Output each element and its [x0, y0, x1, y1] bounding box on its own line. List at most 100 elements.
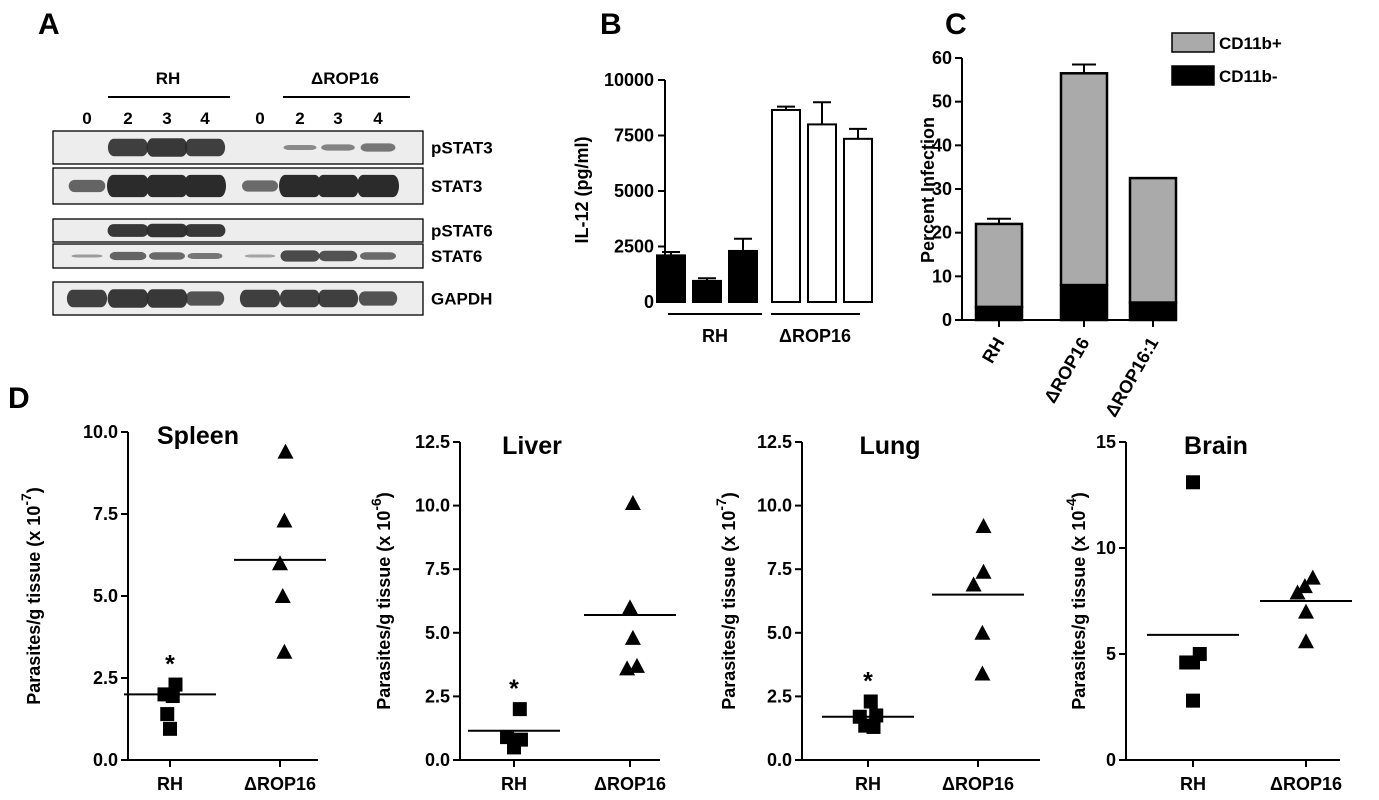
spleen-scatter-chart: 0.0 2.5 5.0 7.5 10.0 RH ΔROP16 Spleen Parasites/…	[18, 422, 326, 794]
d-y-axis-label-exponent: -7	[713, 498, 729, 511]
d-point-triangle	[628, 657, 645, 673]
d-point-triangle	[624, 495, 641, 511]
blot-band	[107, 224, 149, 237]
b-group-label-rop16: ΔROP16	[779, 326, 851, 346]
blot-group-label-rh: RH	[156, 69, 181, 88]
blot-band-label: pSTAT6	[431, 222, 493, 241]
d-y-axis-label-exponent: -4	[1063, 498, 1079, 511]
d-y-axis-label: Parasites/g tissue (x 10-7)	[713, 492, 739, 710]
blot-band	[66, 289, 108, 308]
blot-group-label-rop16: ΔROP16	[311, 69, 379, 88]
d-point-square	[507, 740, 521, 755]
d-y-axis-label-close: )	[374, 492, 394, 498]
blot-band	[239, 289, 281, 308]
blot-band	[146, 289, 188, 308]
d-y-axis-label: Parasites/g tissue (x 10-7)	[18, 487, 44, 705]
blot-band	[357, 174, 399, 198]
c-y-tick-label: 10	[932, 266, 952, 286]
d-y-axis-label-main: Parasites/g tissue (x 10	[374, 511, 394, 710]
c-y-axis-label: Percent Infection	[918, 117, 938, 263]
blot-lane-label: 2	[123, 109, 132, 128]
d-point-triangle	[974, 624, 991, 640]
c-legend-label: CD11b-	[1219, 67, 1278, 86]
c-y-tick-label: 60	[932, 48, 952, 68]
blot-band	[184, 174, 226, 198]
d-y-axis-label: Parasites/g tissue (x 10-6)	[368, 492, 394, 710]
panel-label-a: A	[38, 8, 60, 41]
blot-band	[317, 174, 359, 198]
panel-label-d: D	[8, 382, 30, 415]
d-panel-title: Spleen	[157, 422, 239, 450]
b-group-label-rh: RH	[702, 326, 728, 346]
blot-lane-label: 2	[295, 109, 304, 128]
panel-label-b: B	[600, 8, 622, 41]
d-point-triangle	[1304, 569, 1321, 585]
d-x-tick-label: ΔROP16	[244, 774, 316, 794]
d-point-triangle	[276, 643, 293, 659]
c-legend-swatch	[1171, 32, 1215, 53]
d-y-tick-label: 0.0	[767, 750, 792, 770]
blot-band	[146, 138, 188, 157]
blot-band-label: GAPDH	[431, 290, 492, 309]
blot-band	[360, 143, 396, 152]
blot-band	[280, 250, 320, 262]
blot-lane-label: 3	[162, 109, 171, 128]
d-point-square	[1192, 647, 1207, 661]
d-y-tick-label: 7.5	[425, 559, 450, 579]
d-y-tick-label: 0	[1106, 750, 1116, 770]
blot-band	[107, 174, 149, 198]
blot-band-label: STAT3	[431, 177, 482, 196]
blot-band	[360, 252, 396, 260]
d-y-tick-label: 12.5	[415, 432, 450, 452]
d-point-triangle	[274, 588, 291, 603]
b-y-tick-label: 10000	[604, 70, 654, 90]
blot-band	[317, 289, 359, 308]
c-legend-label: CD11b+	[1219, 34, 1282, 53]
c-bar-segment	[974, 222, 1024, 309]
blot-band	[184, 224, 226, 237]
d-significance-marker: *	[509, 675, 519, 703]
b-bar	[843, 137, 873, 303]
d-y-tick-label: 12.5	[757, 432, 792, 452]
d-y-tick-label: 5.0	[93, 586, 118, 606]
c-x-tick-label: RH	[978, 334, 1008, 367]
b-y-tick-label: 5000	[614, 181, 654, 201]
d-point-triangle	[272, 555, 288, 571]
c-bar-segment	[974, 305, 1024, 322]
b-y-tick-label: 7500	[614, 126, 654, 146]
b-y-tick-label: 2500	[614, 237, 654, 257]
western-blot: RH ΔROP16 0 2 3 4 0 2 3 4 pSTAT3 STAT3 pSTAT6 STAT6 GA…	[52, 69, 493, 316]
d-x-tick-label: RH	[501, 774, 527, 794]
d-y-tick-label: 0.0	[425, 750, 450, 770]
d-y-tick-label: 10.0	[83, 422, 118, 442]
c-y-tick-label: 40	[932, 135, 952, 155]
d-y-axis-label-main: Parasites/g tissue (x 10	[24, 506, 44, 705]
d-y-axis-label-close: )	[719, 492, 739, 498]
c-y-tick-label: 30	[932, 179, 952, 199]
blot-band	[358, 291, 398, 306]
blot-band-label: pSTAT3	[431, 139, 493, 158]
blot-band-label: STAT6	[431, 247, 482, 266]
blot-lane-label: 0	[255, 109, 264, 128]
d-y-tick-label: 2.5	[93, 668, 118, 688]
d-y-tick-label: 10.0	[757, 496, 792, 516]
d-x-tick-label: RH	[157, 774, 183, 794]
d-point-triangle	[1298, 633, 1314, 649]
c-y-tick-label: 50	[932, 92, 952, 112]
d-point-square	[163, 721, 177, 736]
blot-band	[184, 138, 226, 157]
c-x-tick-label: ΔROP16:1	[1101, 334, 1162, 420]
d-x-tick-label: ΔROP16	[942, 774, 1014, 794]
blot-lane-label: 3	[333, 109, 342, 128]
d-y-axis-label-exponent: -6	[368, 498, 384, 511]
il12-bar-chart: 0 2500 5000 7500 10000 IL-12 (pg/ml) RH ΔROP16	[572, 70, 873, 346]
d-y-tick-label: 2.5	[767, 686, 792, 706]
c-legend-swatch	[1171, 65, 1215, 86]
d-y-tick-label: 0.0	[93, 750, 118, 770]
d-y-axis-label-main: Parasites/g tissue (x 10	[1069, 511, 1089, 710]
d-y-tick-label: 5.0	[767, 623, 792, 643]
blot-lane-label: 4	[200, 109, 210, 128]
liver-scatter-chart: 0.0 2.5 5.0 7.5 10.0 12.5 RH ΔROP16 Liver Parasit…	[368, 432, 676, 794]
c-bar-segment	[1059, 72, 1109, 287]
c-y-tick-label: 20	[932, 223, 952, 243]
